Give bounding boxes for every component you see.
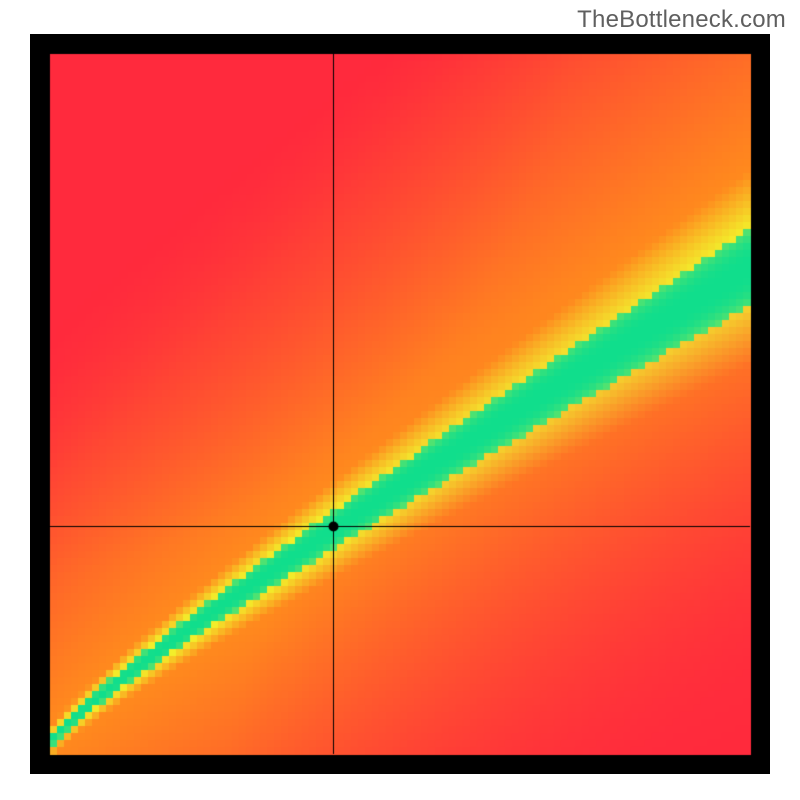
watermark-text: TheBottleneck.com [577, 6, 786, 34]
chart-box [30, 34, 770, 774]
bottleneck-heatmap [30, 34, 770, 774]
page-container: TheBottleneck.com [0, 0, 800, 800]
